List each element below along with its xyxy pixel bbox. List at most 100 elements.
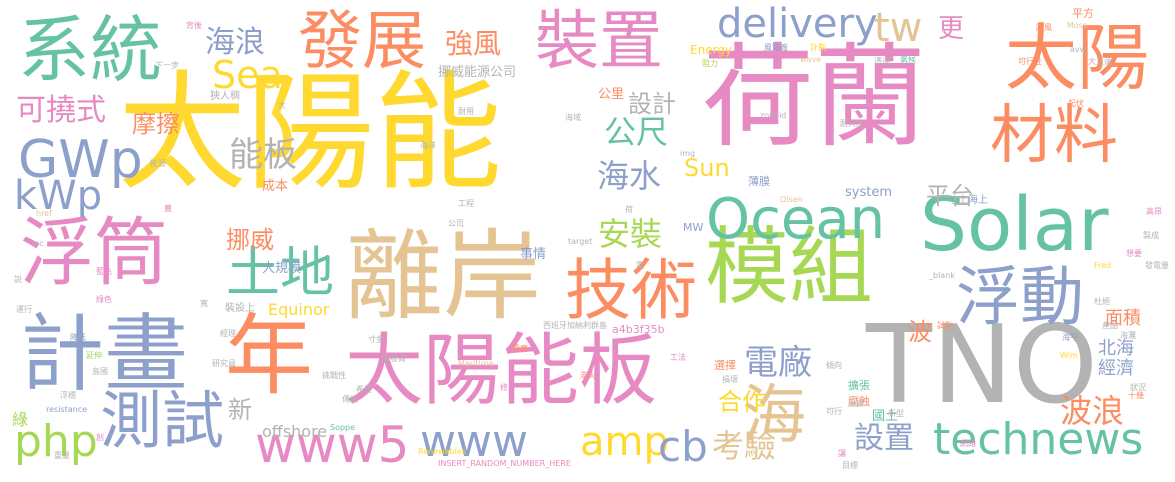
word: 高昂 xyxy=(1146,207,1162,216)
word: href xyxy=(36,209,52,218)
word: 公尺 xyxy=(604,113,669,151)
word: 北海 xyxy=(1098,338,1134,359)
word: 面對 xyxy=(848,399,864,408)
word: 工程 xyxy=(458,199,474,208)
word: tw xyxy=(874,5,923,51)
word: www5 xyxy=(255,416,410,474)
word: TNO xyxy=(866,303,1098,428)
word: 島國 xyxy=(92,367,108,376)
word: 公司 xyxy=(448,219,464,228)
word: 平台 xyxy=(926,182,974,210)
word: Soppe xyxy=(330,423,356,432)
word: cb xyxy=(658,422,708,471)
word: 耐用 xyxy=(458,107,474,116)
word: 海浪 xyxy=(205,25,265,60)
word: 蓋 xyxy=(164,204,172,213)
word: 海 xyxy=(742,379,806,453)
word: amp xyxy=(580,419,669,465)
word: 可行性 xyxy=(1018,57,1042,66)
word: offshore xyxy=(262,422,328,441)
word: src xyxy=(32,239,44,248)
word: a4b3f35b xyxy=(612,323,665,336)
word: 寸土 xyxy=(948,195,968,206)
word: 強風 xyxy=(445,27,502,60)
word: 研究員 xyxy=(212,359,236,368)
word: 目標 xyxy=(842,461,858,470)
word: 製成 xyxy=(1143,231,1159,240)
word: 裝置 xyxy=(535,5,663,79)
word: wave xyxy=(800,55,822,64)
word: 計劃 xyxy=(810,43,826,52)
word: 狹人稠 xyxy=(210,91,240,102)
word: 讓 xyxy=(838,449,846,458)
word: 設置 xyxy=(854,421,914,456)
word: 浮動 xyxy=(956,261,1084,335)
word: 十幾 xyxy=(1128,391,1144,400)
word: 荷 xyxy=(625,205,633,214)
word: 太陽 xyxy=(1005,16,1150,100)
word: 安裝 xyxy=(598,215,663,253)
word: 電廠 xyxy=(744,343,812,383)
word: system xyxy=(845,185,892,200)
word: 裝設上 xyxy=(225,303,255,314)
word: 太陽能板 xyxy=(345,326,658,416)
word: 起伏 xyxy=(1068,99,1084,108)
word: 新型 xyxy=(888,409,904,418)
word: img xyxy=(680,149,696,158)
word: 公里 xyxy=(598,87,625,102)
word: 波浪 xyxy=(1060,392,1125,430)
word: 降低 xyxy=(70,333,86,342)
word: 腐蝕 xyxy=(848,395,870,408)
word: 傾向 xyxy=(826,361,842,370)
word: 太陽能 xyxy=(118,59,503,208)
word: Sea xyxy=(212,53,283,97)
word: 材料 xyxy=(990,99,1118,173)
word: 測試 xyxy=(100,384,225,457)
word: 下一步 xyxy=(155,61,179,70)
word: 考驗 xyxy=(712,427,777,465)
word: 開發商 xyxy=(382,354,406,363)
word: 重量 xyxy=(54,451,70,460)
word: 可撓式 xyxy=(16,93,106,128)
word: 狀況 xyxy=(1130,383,1146,392)
word: www xyxy=(420,416,528,467)
word: 想要 xyxy=(1126,249,1142,258)
word: 跟風 xyxy=(1036,23,1052,32)
word: Equinor xyxy=(268,300,330,319)
word: 試點 xyxy=(937,321,953,330)
word: 系統 xyxy=(18,8,163,92)
word: avw xyxy=(1070,45,1087,54)
word: 計畫 xyxy=(20,305,189,403)
word: 阻力 xyxy=(702,59,718,68)
word: 離岸 xyxy=(345,220,542,334)
word: 荷蘭 xyxy=(702,33,926,163)
word: 透過 xyxy=(874,57,890,66)
word: 成本 xyxy=(262,179,289,194)
word: 風電廠 xyxy=(764,43,788,52)
word: Olsen xyxy=(780,195,803,204)
word: 模組 xyxy=(705,218,874,316)
word: 電 xyxy=(636,261,644,270)
word: 浮標 xyxy=(60,391,76,400)
word: 創 xyxy=(96,433,104,442)
word: 海灘 xyxy=(1120,331,1136,340)
word: Fred xyxy=(1094,261,1112,270)
word: Moss xyxy=(1067,21,1088,30)
word: 專案 xyxy=(512,344,528,353)
word: 可行 xyxy=(826,407,842,416)
word: 綠 xyxy=(12,410,29,429)
word: 年 xyxy=(225,304,314,407)
word: Maritime xyxy=(458,359,494,368)
word: 修 xyxy=(500,383,508,392)
word: 延伸 xyxy=(86,351,102,360)
word: 發電量 xyxy=(1145,261,1169,270)
word: 事情 xyxy=(520,247,547,262)
word: 合作 xyxy=(718,388,766,416)
word: Wim xyxy=(1060,351,1078,360)
word: 海洋 xyxy=(420,141,436,150)
word: 傳統 xyxy=(342,395,358,404)
word: 更 xyxy=(938,14,965,44)
word: 說 xyxy=(14,275,22,284)
word: _blank xyxy=(929,271,955,280)
